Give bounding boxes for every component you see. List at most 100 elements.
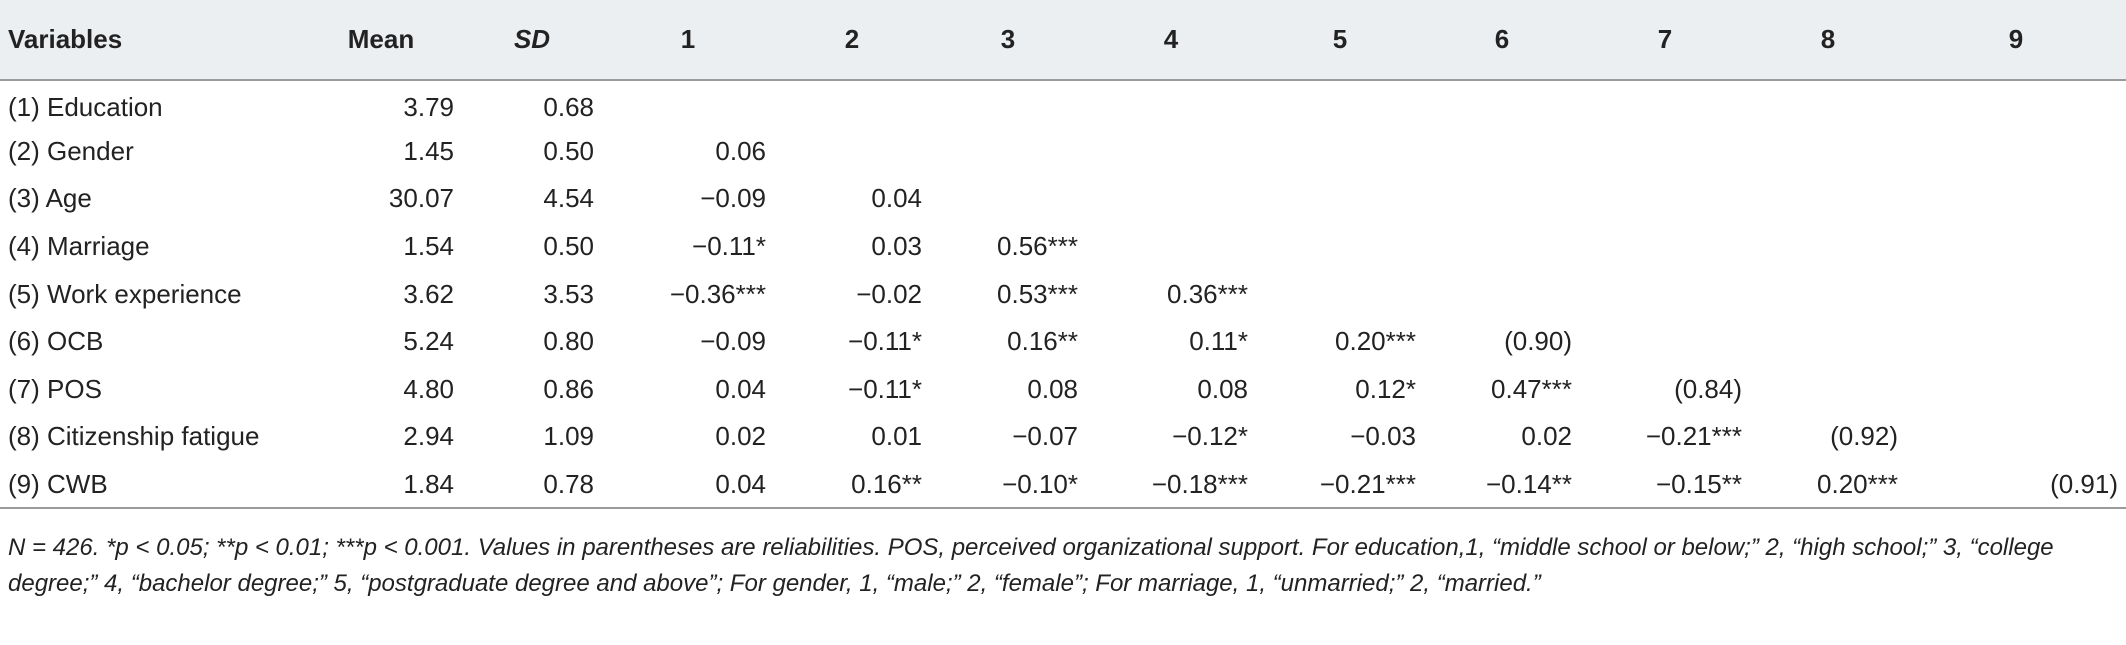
correlation-cell: 0.47*** — [1491, 373, 1572, 404]
header-col-5: 5 — [1256, 0, 1424, 81]
correlation-cell — [774, 128, 930, 176]
correlation-cell — [1086, 223, 1256, 271]
correlation-cell: −0.14** — [1424, 460, 1580, 510]
correlation-cell: (0.84) — [1674, 373, 1742, 404]
header-mean: Mean — [300, 0, 462, 81]
correlation-cell — [1906, 80, 2126, 128]
correlation-cell: 0.02 — [1521, 421, 1572, 452]
correlation-cell: 0.03 — [871, 231, 922, 262]
correlation-cell — [1906, 413, 2126, 461]
correlation-cell: (0.92) — [1830, 421, 1898, 452]
row-variable-label: (6) OCB — [8, 326, 104, 357]
correlation-cell — [1086, 128, 1256, 176]
correlation-cell: −0.11* — [848, 326, 922, 357]
mean-cell: 3.79 — [403, 91, 454, 122]
mean-cell: 1.45 — [403, 135, 454, 166]
correlation-cell: 0.08 — [1197, 373, 1248, 404]
correlation-cell — [1256, 175, 1424, 223]
header-col-8: 8 — [1750, 0, 1906, 81]
correlation-cell: −0.12* — [1172, 421, 1248, 452]
sd-cell: 0.50 — [543, 231, 594, 262]
correlation-cell: 0.16** — [1007, 326, 1078, 357]
correlation-cell: 0.36*** — [1167, 278, 1248, 309]
correlation-cell — [1750, 318, 1906, 366]
correlation-cell: −0.11* — [692, 231, 766, 262]
correlation-cell — [1424, 175, 1580, 223]
table-row: (6) OCB 5.24 0.80 −0.09 −0.11* 0.16** 0.11* 0.2… — [0, 318, 2126, 366]
correlation-cell — [1750, 175, 1906, 223]
correlation-cell: 0.20*** — [1750, 460, 1906, 510]
correlation-cell: −0.03 — [1350, 421, 1416, 452]
correlation-cell — [1750, 270, 1906, 318]
correlation-cell — [930, 80, 1086, 128]
correlation-cell: −0.02 — [856, 278, 922, 309]
correlation-cell: −0.21*** — [1256, 460, 1424, 510]
correlation-cell: −0.09 — [700, 326, 766, 357]
correlation-cell: 0.12* — [1355, 373, 1416, 404]
row-variable-label: (4) Marriage — [8, 231, 150, 262]
mean-cell: 1.84 — [300, 460, 462, 510]
header-col-1: 1 — [602, 0, 774, 81]
sd-cell: 0.86 — [543, 373, 594, 404]
correlation-cell — [1424, 223, 1580, 271]
correlation-cell: 0.04 — [715, 373, 766, 404]
sd-cell: 0.80 — [543, 326, 594, 357]
correlation-cell — [1424, 80, 1580, 128]
correlation-cell — [1256, 270, 1424, 318]
correlation-cell — [1256, 128, 1424, 176]
correlation-cell — [1906, 270, 2126, 318]
header-col-2: 2 — [774, 0, 930, 81]
correlation-cell — [1906, 318, 2126, 366]
correlation-cell — [930, 128, 1086, 176]
table-row: (8) Citizenship fatigue 2.94 1.09 0.02 0.01 −… — [0, 413, 2126, 461]
correlation-cell — [1086, 175, 1256, 223]
table-row: (1) Education 3.79 0.68 — [0, 80, 2126, 128]
correlation-cell: 0.04 — [871, 183, 922, 214]
sd-cell: 4.54 — [543, 183, 594, 214]
mean-cell: 4.80 — [403, 373, 454, 404]
correlation-cell: −0.07 — [1012, 421, 1078, 452]
correlation-cell — [1580, 270, 1750, 318]
correlation-cell: −0.21*** — [1645, 421, 1742, 452]
correlation-cell — [1580, 318, 1750, 366]
correlation-cell: (0.90) — [1504, 326, 1572, 357]
correlation-cell: −0.15** — [1580, 460, 1750, 510]
table-row: (3) Age 30.07 4.54 −0.09 0.04 — [0, 175, 2126, 223]
table-header-row: Variables Mean SD 1 2 3 4 5 6 7 8 9 — [0, 0, 2126, 81]
correlation-cell — [1580, 223, 1750, 271]
table-footnote: N = 426. *p < 0.05; **p < 0.01; ***p < 0… — [8, 534, 2054, 597]
correlation-cell: 0.56*** — [997, 231, 1078, 262]
correlation-cell: −0.10* — [930, 460, 1086, 510]
correlation-cell — [1424, 128, 1580, 176]
correlation-cell — [1580, 128, 1750, 176]
correlation-cell: 0.11* — [1189, 326, 1248, 357]
correlation-cell — [1424, 270, 1580, 318]
mean-cell: 1.54 — [403, 231, 454, 262]
correlation-cell — [1086, 80, 1256, 128]
table-row: (7) POS 4.80 0.86 0.04 −0.11* 0.08 0.08 0.12* 0.… — [0, 366, 2126, 414]
correlation-cell: 0.06 — [715, 135, 766, 166]
correlation-cell: 0.20*** — [1335, 326, 1416, 357]
correlation-cell: (0.91) — [1906, 460, 2126, 510]
correlation-cell — [1256, 80, 1424, 128]
correlation-cell — [1580, 175, 1750, 223]
header-col-7: 7 — [1580, 0, 1750, 81]
correlation-cell: −0.09 — [700, 183, 766, 214]
correlation-cell — [1906, 128, 2126, 176]
sd-cell: 0.50 — [543, 135, 594, 166]
table-row: (9) CWB 1.84 0.78 0.04 0.16** −0.10* −0.18*** −… — [0, 460, 2126, 510]
header-variables: Variables — [0, 0, 300, 81]
table-body: (1) Education 3.79 0.68 (2) Gender 1.45 0.50 0… — [0, 80, 2126, 510]
sd-cell: 1.09 — [543, 421, 594, 452]
correlation-cell: 0.16** — [774, 460, 930, 510]
table-row: (2) Gender 1.45 0.50 0.06 — [0, 128, 2126, 176]
header-sd: SD — [462, 0, 602, 81]
correlation-cell — [602, 80, 774, 128]
correlation-cell — [1256, 223, 1424, 271]
correlation-cell: −0.11* — [848, 373, 922, 404]
header-col-6: 6 — [1424, 0, 1580, 81]
sd-cell: 3.53 — [543, 278, 594, 309]
header-col-9: 9 — [1906, 0, 2126, 81]
correlation-cell: 0.08 — [1027, 373, 1078, 404]
